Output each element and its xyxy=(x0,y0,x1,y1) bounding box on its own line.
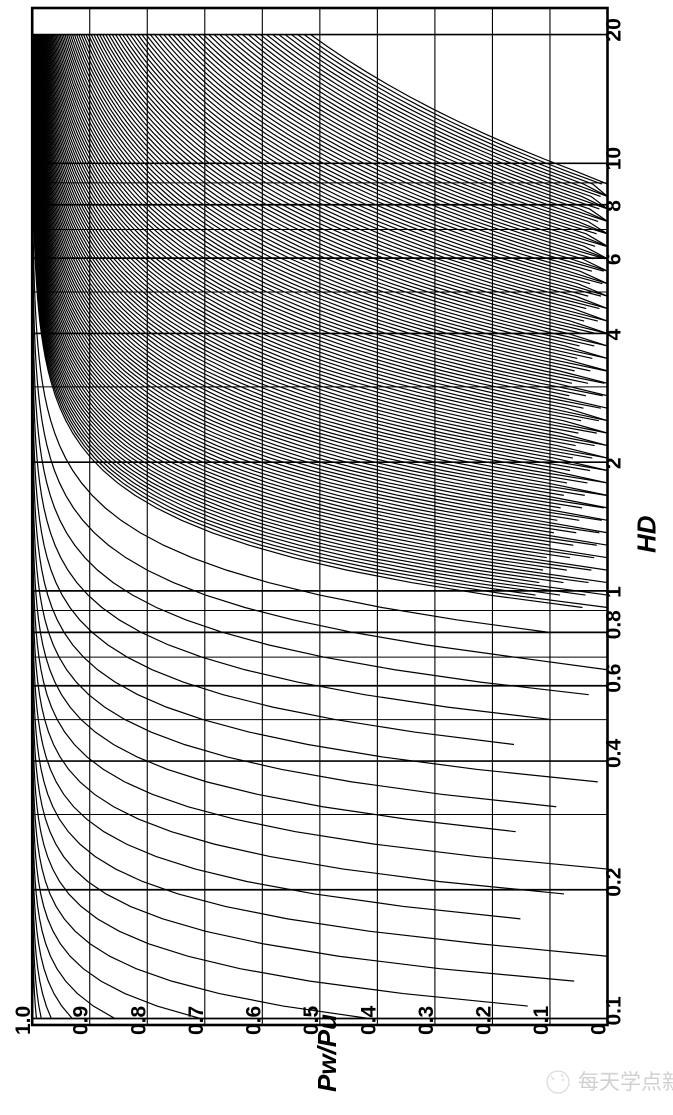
svg-text:0.1: 0.1 xyxy=(530,1005,553,1035)
svg-text:0.9: 0.9 xyxy=(70,1006,93,1035)
svg-text:1.0: 1.0 xyxy=(12,1006,35,1035)
svg-text:1: 1 xyxy=(603,586,626,598)
svg-text:每天学点新: 每天学点新 xyxy=(578,1071,673,1094)
svg-text:0.7: 0.7 xyxy=(185,1006,208,1035)
svg-text:0.8: 0.8 xyxy=(603,610,626,640)
svg-text:10: 10 xyxy=(603,147,626,170)
svg-text:0.4: 0.4 xyxy=(357,1005,380,1035)
svg-text:0.8: 0.8 xyxy=(127,1005,150,1035)
svg-text:0.6: 0.6 xyxy=(242,1006,265,1035)
svg-text:0.4: 0.4 xyxy=(603,739,626,769)
svg-text:0.3: 0.3 xyxy=(415,1006,438,1035)
svg-text:0.2: 0.2 xyxy=(603,868,626,897)
svg-text:2: 2 xyxy=(603,457,626,469)
svg-text:HD: HD xyxy=(632,515,662,553)
svg-text:6: 6 xyxy=(603,253,626,265)
svg-text:20: 20 xyxy=(603,18,626,41)
svg-text:0.6: 0.6 xyxy=(603,664,626,693)
svg-text:0.2: 0.2 xyxy=(472,1006,495,1035)
svg-text:8: 8 xyxy=(603,200,626,212)
svg-text:4: 4 xyxy=(603,328,626,340)
svg-text:Pw/Pu: Pw/Pu xyxy=(312,1014,342,1092)
svg-text:0.1: 0.1 xyxy=(603,996,626,1026)
